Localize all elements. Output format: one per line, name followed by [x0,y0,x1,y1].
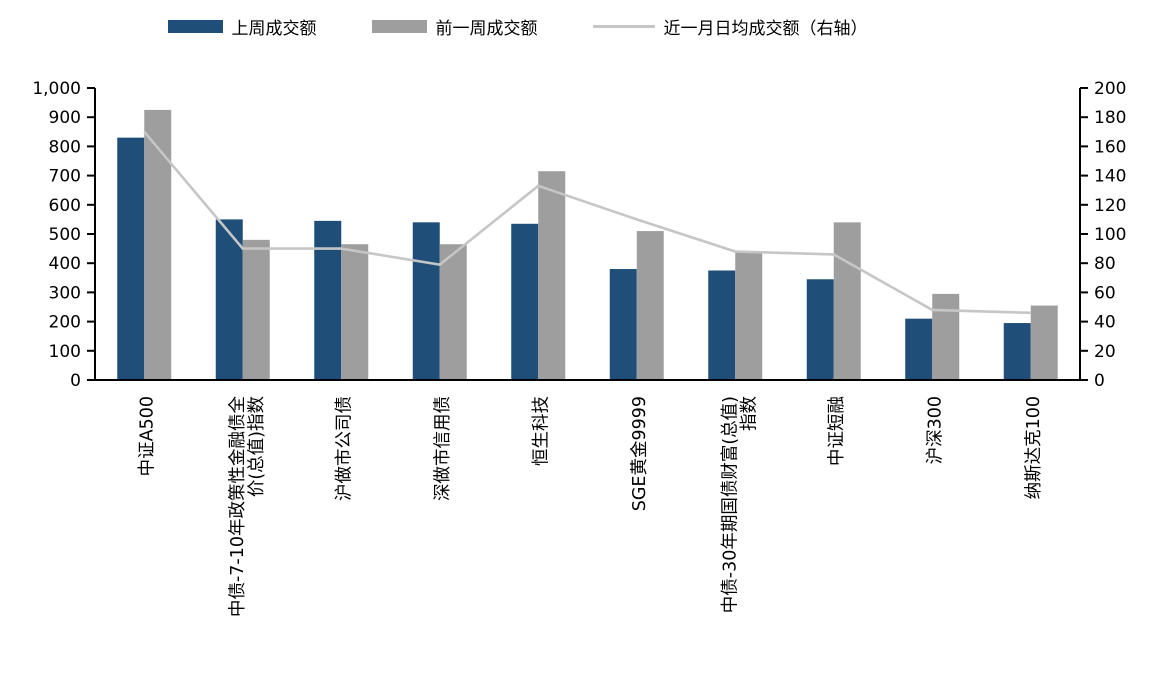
bar-last-week [511,223,539,380]
left-axis-tick-label: 200 [49,313,81,333]
x-axis-category-label: 中债-7-10年政策性金融债全价(总值)指数 [228,396,267,618]
x-axis-category-label: 纳斯达克100 [1024,396,1044,499]
bar-prev-week [1030,305,1058,380]
x-axis-category-label: SGE黄金9999 [630,396,650,511]
x-axis-category-label: 中证A500 [137,396,157,476]
x-axis-category-label-line: 指数 [739,396,759,431]
bar-last-week [215,219,243,380]
right-axis-tick-label: 20 [1094,342,1116,362]
left-axis-tick-label: 600 [49,196,81,216]
legend-item-prev-week: 前一周成交额 [371,14,538,39]
legend-swatch-last-week [167,20,223,33]
x-axis-category-label-line: SGE黄金9999 [630,396,650,511]
x-axis-category-label-line: 中证A500 [137,396,157,476]
bar-prev-week [538,171,566,380]
x-axis-category-label: 深做市信用债 [433,396,453,501]
x-axis-category-label-line: 沪深300 [925,396,945,464]
legend: 上周成交额 前一周成交额 近一月日均成交额（右轴） [0,14,1095,39]
bar-prev-week [439,244,467,380]
bar-prev-week [144,109,172,381]
x-axis-category-label-line: 恒生科技 [531,396,551,466]
legend-item-avg-line: 近一月日均成交额（右轴） [592,14,868,39]
legend-label-last-week: 上周成交额 [231,19,317,39]
right-axis-tick-label: 200 [1094,79,1126,99]
x-axis-category-label-line: 中证短融 [827,396,847,466]
legend-swatch-prev-week [371,20,427,33]
left-axis-tick-label: 700 [49,167,81,187]
bar-last-week [314,220,342,380]
x-axis-category-label: 中证短融 [827,396,847,466]
right-axis-tick-label: 40 [1094,313,1116,333]
left-axis-tick-label: 100 [49,342,81,362]
x-axis-category-label: 沪深300 [925,396,945,464]
left-axis-tick-label: 800 [49,137,81,157]
left-axis-tick-label: 900 [49,108,81,128]
bar-prev-week [242,239,270,380]
right-axis-tick-label: 160 [1094,137,1126,157]
left-axis-tick-label: 1,000 [32,79,81,99]
bar-last-week [708,270,736,380]
legend-label-avg-line: 近一月日均成交额（右轴） [663,19,868,39]
bar-prev-week [636,231,664,380]
x-axis-category-label-line: 沪做市公司债 [334,396,354,501]
bar-prev-week [341,244,369,380]
x-axis-category-label-line: 中债-30年期国债财富(总值) [720,396,740,613]
right-axis-tick-label: 120 [1094,196,1126,216]
avg-daily-turnover-line [143,130,1031,315]
right-axis-tick-label: 0 [1094,371,1105,391]
bar-last-week [905,318,933,380]
bar-prev-week [833,222,861,380]
bar-last-week [609,269,637,380]
legend-item-last-week: 上周成交额 [167,14,317,39]
legend-swatch-avg-line [592,25,655,28]
bar-last-week [1003,323,1031,380]
legend-label-prev-week: 前一周成交额 [435,19,538,39]
x-axis-category-label: 沪做市公司债 [334,396,354,501]
left-axis-tick-label: 300 [49,283,81,303]
x-axis-category-label-line: 中债-7-10年政策性金融债全 [228,396,248,618]
x-axis-category-label-line: 价(总值)指数 [247,396,267,497]
x-axis-category-label: 中债-30年期国债财富(总值)指数 [720,396,759,613]
right-axis-tick-label: 60 [1094,283,1116,303]
left-axis-tick-label: 400 [49,254,81,274]
right-axis-tick-label: 180 [1094,108,1126,128]
bar-last-week [412,222,440,380]
bar-prev-week [735,251,763,380]
bar-prev-week [932,293,960,380]
bar-last-week [806,279,834,380]
x-axis-category-label-line: 深做市信用债 [433,396,453,501]
right-axis-tick-label: 80 [1094,254,1116,274]
left-axis-tick-label: 0 [70,371,81,391]
right-axis-tick-label: 140 [1094,167,1126,187]
x-axis-category-label-line: 纳斯达克100 [1024,396,1044,499]
right-axis-tick-label: 100 [1094,225,1126,245]
bar-last-week [117,137,145,380]
left-axis-tick-label: 500 [49,225,81,245]
x-axis-category-label: 恒生科技 [531,396,551,466]
